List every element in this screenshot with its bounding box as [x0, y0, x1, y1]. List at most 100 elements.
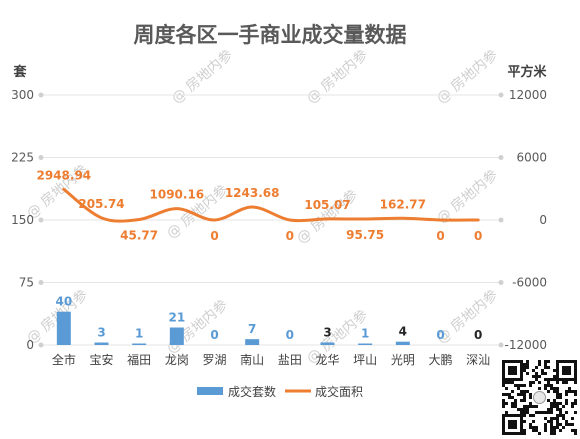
qr-module [550, 402, 553, 405]
bar [94, 342, 109, 345]
qr-module [532, 426, 535, 429]
qr-module [505, 378, 508, 381]
qr-module [550, 378, 553, 381]
qr-module [514, 384, 517, 387]
category-axis: 全市 宝安 福田 龙岗 罗湖 南山 盐田 龙华 坪山 光明 大鹏 深汕 [52, 352, 490, 367]
qr-module [574, 411, 577, 414]
legend-line-label: 成交面积 [315, 384, 363, 399]
qr-module [556, 423, 559, 426]
qr-module [562, 426, 565, 429]
qr-module [544, 423, 547, 426]
qr-module [520, 375, 523, 378]
qr-module [547, 366, 550, 369]
qr-module [559, 429, 562, 432]
qr-module [535, 426, 538, 429]
qr-module [520, 408, 523, 411]
qr-module [508, 396, 511, 399]
area-line [62, 187, 480, 223]
qr-module [529, 426, 532, 429]
qr-module [520, 372, 523, 375]
chart-title: 周度各区一手商业成交量数据 [134, 23, 407, 47]
qr-module [511, 402, 514, 405]
qr-module [574, 429, 577, 432]
qr-module [574, 399, 577, 402]
qr-module [532, 429, 535, 432]
qr-module [574, 402, 577, 405]
qr-module [556, 402, 559, 405]
line-series [62, 187, 480, 223]
qr-module [514, 369, 517, 372]
qr-module [556, 372, 559, 375]
qr-module [502, 393, 505, 396]
qr-module [574, 381, 577, 384]
left-tick-label: 300 [11, 88, 34, 102]
qr-module [568, 360, 571, 363]
qr-module [565, 420, 568, 423]
qr-module [553, 417, 556, 420]
qr-module [508, 423, 511, 426]
gridline-marker-left [38, 217, 44, 223]
qr-module [574, 378, 577, 381]
qr-module [550, 384, 553, 387]
qr-module [511, 372, 514, 375]
qr-module [511, 360, 514, 363]
qr-module [553, 375, 556, 378]
qr-module [523, 432, 526, 435]
qr-module [502, 381, 505, 384]
qr-module [529, 396, 532, 399]
line-data-label: 0 [474, 229, 482, 243]
qr-module [520, 420, 523, 423]
category-label: 全市 [52, 352, 76, 367]
qr-module [541, 372, 544, 375]
qr-module [556, 363, 559, 366]
bar-data-label: 7 [248, 322, 256, 336]
bar [56, 311, 71, 345]
qr-module [502, 372, 505, 375]
qr-module [502, 405, 505, 408]
qr-module [565, 390, 568, 393]
qr-module [523, 414, 526, 417]
qr-module [568, 378, 571, 381]
left-tick-label: 0 [26, 338, 34, 352]
qr-module [535, 411, 538, 414]
legend-bar-label: 成交套数 [228, 384, 276, 399]
qr-module [511, 423, 514, 426]
qr-module [544, 429, 547, 432]
qr-module [553, 405, 556, 408]
gridlines [38, 92, 504, 348]
qr-module [553, 429, 556, 432]
bar [169, 327, 184, 345]
qr-module [532, 405, 535, 408]
watermark-text: @ 房地内参 [163, 296, 231, 357]
legend: 成交套数 成交面积 [197, 384, 363, 399]
qr-module [565, 372, 568, 375]
qr-module [517, 384, 520, 387]
qr-module [517, 393, 520, 396]
qr-module [514, 399, 517, 402]
qr-module [565, 411, 568, 414]
qr-module [562, 369, 565, 372]
qr-module [538, 432, 541, 435]
qr-module [523, 411, 526, 414]
right-tick-label: -12000 [504, 338, 547, 352]
watermark-text: @ 房地内参 [433, 166, 501, 227]
qr-module [508, 366, 511, 369]
qr-module [502, 432, 505, 435]
qr-module [544, 384, 547, 387]
qr-module [511, 405, 514, 408]
qr-module [556, 369, 559, 372]
qr-module [550, 432, 553, 435]
category-label: 大鹏 [428, 353, 452, 367]
qr-module [523, 396, 526, 399]
qr-module [508, 393, 511, 396]
qr-module [553, 387, 556, 390]
qr-module [532, 381, 535, 384]
right-axis-label: 平方米 [507, 64, 547, 80]
qr-module [565, 366, 568, 369]
qr-module [523, 399, 526, 402]
qr-module [526, 372, 529, 375]
qr-module [544, 363, 547, 366]
qr-module [505, 381, 508, 384]
